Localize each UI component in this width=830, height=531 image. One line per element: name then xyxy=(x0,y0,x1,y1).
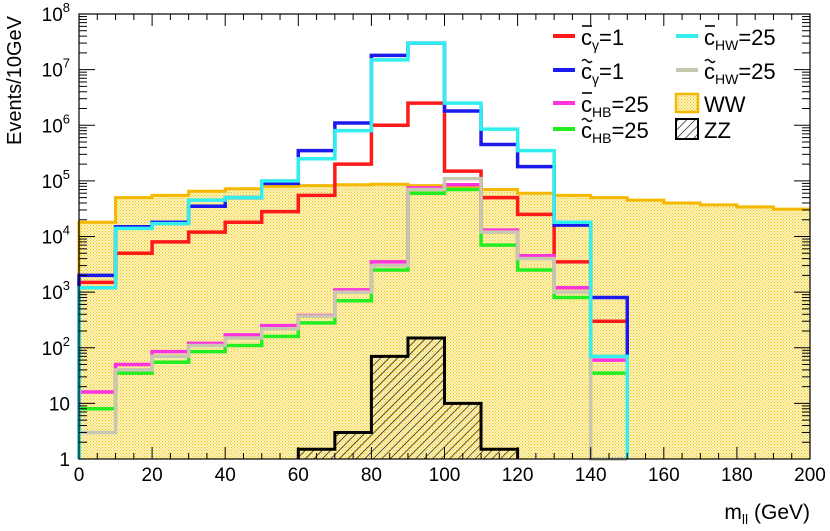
y-tick-label: 103 xyxy=(42,278,70,304)
y-tick-label: 108 xyxy=(42,0,70,26)
legend-label: ZZ xyxy=(704,118,731,143)
legend-tilde xyxy=(581,117,593,123)
x-tick-label: 40 xyxy=(215,465,236,486)
y-tick-label: 106 xyxy=(42,111,70,137)
legend-label: cHW=25 xyxy=(704,25,776,53)
legend-entry: WW xyxy=(674,92,746,117)
y-axis-title: Events/10GeV xyxy=(4,15,26,145)
series-line-tilde-c-HB-4 xyxy=(77,187,629,459)
x-tick-label: 0 xyxy=(74,465,85,486)
x-tick-label: 160 xyxy=(648,465,680,486)
legend-label: cHB=25 xyxy=(581,92,649,120)
legend-entry: cHW=25 xyxy=(676,58,776,87)
series-line-bar-c-HB-5 xyxy=(77,183,629,459)
plot-area xyxy=(77,41,810,461)
x-tick-label: 200 xyxy=(794,465,826,486)
x-tick-label: 100 xyxy=(429,465,461,486)
x-tick-label: 60 xyxy=(288,465,309,486)
zz-area xyxy=(298,337,518,459)
y-tick-label: 102 xyxy=(42,334,70,360)
legend-entry: cγ=1 xyxy=(553,25,624,53)
legend-label: cγ=1 xyxy=(581,59,624,87)
legend-entry: cHB=25 xyxy=(553,117,649,146)
legend-label: cHW=25 xyxy=(704,59,776,87)
x-tick-label: 20 xyxy=(142,465,163,486)
y-tick-label: 107 xyxy=(42,56,70,82)
legend-label: cγ=1 xyxy=(581,25,624,53)
x-tick-label: 140 xyxy=(575,465,607,486)
y-tick-label: 10 xyxy=(49,394,70,415)
x-axis-title: mll (GeV) xyxy=(724,501,810,526)
legend-tilde xyxy=(704,58,716,64)
legend-entry: ZZ xyxy=(675,118,731,143)
y-tick-label: 104 xyxy=(42,223,70,249)
series-line-tilde-c-HW-6 xyxy=(77,176,628,461)
series-line-bar-c-HW-7 xyxy=(77,41,629,459)
legend-entry: cHW=25 xyxy=(676,25,776,53)
y-tick-label: 105 xyxy=(42,167,70,193)
legend-label: cHB=25 xyxy=(581,118,649,146)
legend-label: WW xyxy=(704,92,746,117)
legend-entry: cHB=25 xyxy=(553,92,649,120)
legend-swatch-zz xyxy=(675,118,699,140)
x-tick-label: 120 xyxy=(502,465,534,486)
series-line-bar-c-γ-2 xyxy=(77,101,629,459)
y-tick-label: 1 xyxy=(59,450,70,471)
legend-entry: cγ=1 xyxy=(553,58,624,87)
zz-outline xyxy=(296,336,520,459)
legend-swatch-ww xyxy=(674,92,700,114)
x-tick-label: 180 xyxy=(721,465,753,486)
x-tick-label: 80 xyxy=(361,465,382,486)
legend-tilde xyxy=(581,58,593,64)
axes: 0 20 40 60 80 100 120 140 160 180 200 1 10 102 103 104 1… xyxy=(4,0,826,527)
